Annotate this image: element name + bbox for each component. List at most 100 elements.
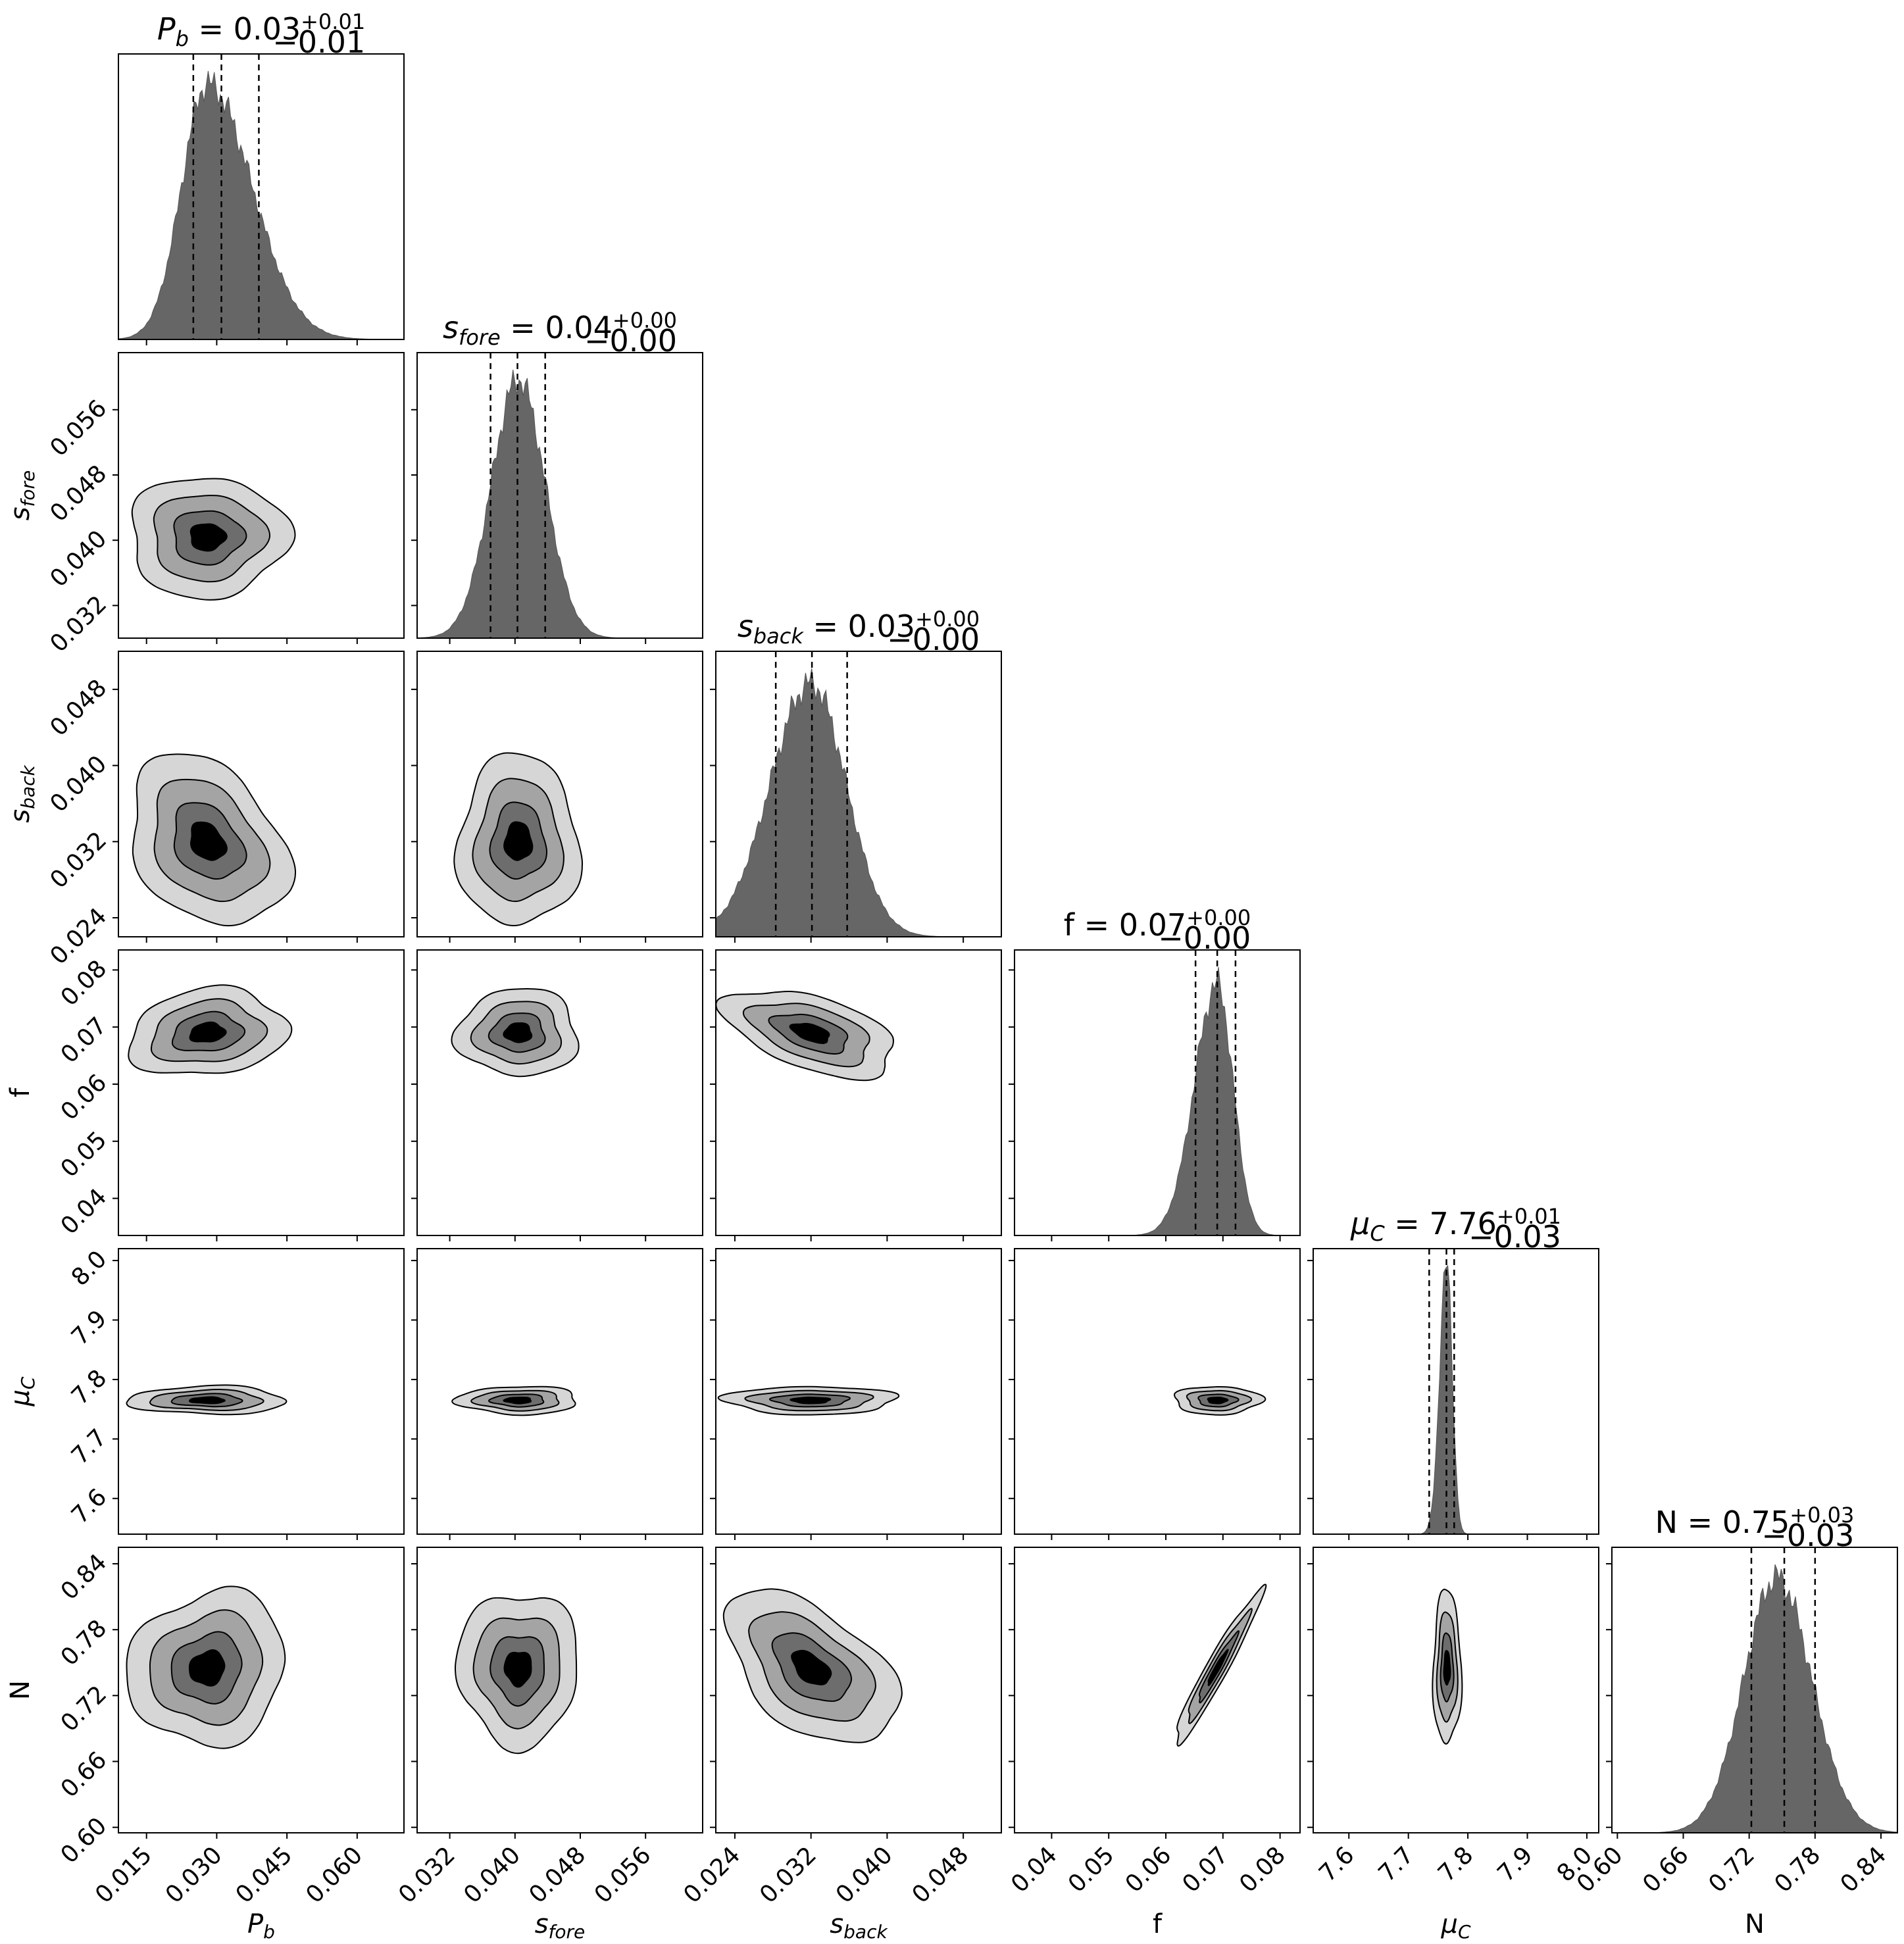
panel-muC-Pb <box>113 1248 405 1540</box>
panel-frame <box>1014 1547 1301 1833</box>
x-tick-label-sfore: 0.032 <box>393 1841 461 1908</box>
contour-level-4 <box>1443 1650 1451 1686</box>
panel-frame <box>118 651 405 937</box>
y-tick-label-N: 0.72 <box>56 1681 113 1737</box>
y-tick-label-sfore: 0.056 <box>45 395 112 462</box>
panel-frame <box>416 651 703 937</box>
y-tick-label-f: 0.07 <box>56 1012 113 1069</box>
y-axis-label-sfore: sfore <box>5 470 39 521</box>
panel-frame <box>1014 1248 1301 1535</box>
x-tick-label-muC: 7.9 <box>1492 1841 1538 1887</box>
histogram-f <box>1015 966 1300 1236</box>
panel-sback-sback: sback = 0.03+0.00−0.00 <box>710 607 1002 943</box>
x-tick-label-Pb: 0.060 <box>301 1841 368 1908</box>
histogram-muC <box>1313 1264 1599 1535</box>
panel-sback-sfore <box>411 651 703 943</box>
histogram-N <box>1612 1564 1898 1833</box>
contour-level-4 <box>189 1021 227 1043</box>
contour-level-4 <box>789 1396 832 1405</box>
x-tick-label-f: 0.05 <box>1063 1841 1120 1898</box>
panel-f-sback <box>710 949 1002 1241</box>
y-tick-label-muC: 7.6 <box>66 1483 112 1529</box>
panel-N-muC <box>1307 1547 1599 1839</box>
x-axis-label-sback: sback <box>830 1909 888 1943</box>
x-tick-label-sfore: 0.040 <box>459 1841 526 1908</box>
y-tick-label-f: 0.05 <box>56 1126 113 1183</box>
y-axis-label-muC: μC <box>5 1376 39 1407</box>
contour-level-4 <box>188 1649 226 1687</box>
contour-level-4 <box>791 1649 832 1685</box>
histogram-sfore <box>416 369 703 639</box>
x-tick-label-muC: 7.6 <box>1314 1841 1359 1887</box>
y-tick-label-muC: 7.8 <box>66 1364 112 1410</box>
panel-f-sfore <box>411 949 703 1241</box>
panel-frame <box>416 352 703 639</box>
panel-muC-f <box>1009 1248 1301 1540</box>
panel-f-f: f = 0.07+0.00−0.00 <box>1009 905 1301 1241</box>
y-axis-label-sback: sback <box>5 764 39 823</box>
panel-frame <box>715 1248 1002 1535</box>
panel-N-sfore <box>411 1547 703 1839</box>
y-tick-label-sfore: 0.048 <box>45 460 112 527</box>
y-tick-label-sback: 0.032 <box>45 827 112 894</box>
panel-Pb-Pb: Pb = 0.03+0.01−0.01 <box>118 9 405 345</box>
x-tick-label-sback: 0.040 <box>831 1841 898 1908</box>
panel-frame <box>118 53 405 340</box>
y-tick-label-N: 0.60 <box>56 1812 113 1869</box>
panel-frame <box>1313 1547 1599 1833</box>
x-tick-label-Pb: 0.045 <box>231 1841 298 1908</box>
y-tick-label-muC: 8.0 <box>66 1245 112 1291</box>
panel-frame <box>416 949 703 1236</box>
x-axis-label-muC: μC <box>1440 1909 1470 1943</box>
y-tick-label-sback: 0.024 <box>45 903 112 970</box>
x-tick-label-muC: 7.8 <box>1433 1841 1478 1887</box>
x-tick-label-sback: 0.048 <box>907 1841 974 1908</box>
x-axis-label-f: f <box>1153 1909 1163 1939</box>
x-tick-label-Pb: 0.030 <box>161 1841 228 1908</box>
contour-level-4 <box>190 821 228 861</box>
panel-muC-muC: μC = 7.76+0.01−0.03 <box>1307 1204 1599 1540</box>
y-tick-label-sback: 0.040 <box>45 751 112 818</box>
panel-frame <box>118 949 405 1236</box>
x-tick-label-sfore: 0.048 <box>524 1841 591 1908</box>
panel-N-Pb <box>113 1547 405 1839</box>
y-tick-label-N: 0.66 <box>56 1747 113 1803</box>
contour-level-4 <box>503 1651 532 1688</box>
panel-frame <box>416 1248 703 1535</box>
panel-frame <box>1611 1547 1898 1833</box>
panel-frame <box>118 1248 405 1535</box>
y-tick-label-N: 0.78 <box>56 1615 113 1672</box>
x-tick-label-N: 0.78 <box>1770 1841 1826 1898</box>
x-axis-label-sfore: sfore <box>535 1909 586 1943</box>
y-tick-label-sfore: 0.040 <box>45 526 112 593</box>
contour-level-4 <box>503 821 534 861</box>
panel-frame <box>1313 1248 1599 1535</box>
title-muC: μC = 7.76+0.01 <box>1350 1204 1561 1246</box>
title-sfore: sfore = 0.04+0.00 <box>443 308 677 350</box>
panel-muC-sback <box>710 1248 1002 1540</box>
y-axis-label-N: N <box>5 1680 36 1700</box>
panel-frame <box>118 1547 405 1833</box>
title-f: f = 0.07+0.00 <box>1064 905 1251 943</box>
x-tick-label-N: 0.72 <box>1703 1841 1760 1898</box>
x-tick-label-N: 0.66 <box>1638 1841 1694 1898</box>
y-tick-label-sfore: 0.032 <box>45 591 112 658</box>
panel-frame <box>416 1547 703 1833</box>
contour-level-4 <box>503 1022 533 1043</box>
x-tick-label-f: 0.07 <box>1178 1841 1234 1898</box>
panel-N-f <box>1009 1547 1301 1839</box>
panel-sfore-sfore: sfore = 0.04+0.00−0.00 <box>411 308 703 644</box>
contour-level-4 <box>503 1396 532 1405</box>
contour-level-4 <box>789 1022 830 1044</box>
panel-frame <box>715 949 1002 1236</box>
x-tick-label-f: 0.04 <box>1006 1841 1063 1898</box>
x-tick-label-sback: 0.032 <box>755 1841 822 1908</box>
x-tick-label-f: 0.06 <box>1120 1841 1177 1898</box>
x-axis-label-N: N <box>1745 1909 1765 1939</box>
y-tick-label-f: 0.06 <box>56 1069 113 1126</box>
panel-frame <box>715 1547 1002 1833</box>
histogram-sback <box>715 668 1001 937</box>
title-sback: sback = 0.03+0.00 <box>738 607 980 649</box>
panel-muC-sfore <box>411 1248 703 1540</box>
